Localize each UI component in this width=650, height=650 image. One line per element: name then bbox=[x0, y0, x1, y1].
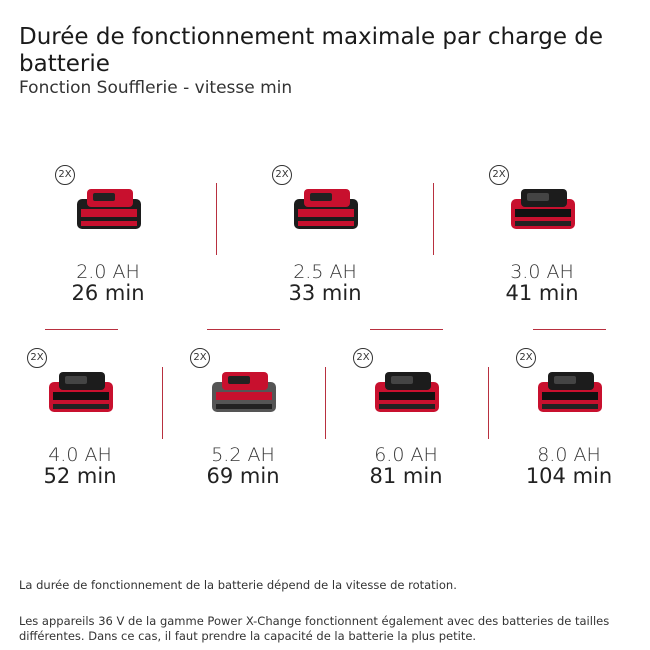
battery-runtime: 26 min bbox=[71, 281, 145, 305]
divider bbox=[45, 329, 118, 330]
note-runtime: La durée de fonctionnement de la batteri… bbox=[19, 578, 457, 592]
divider bbox=[433, 183, 434, 255]
quantity-badge: 2X bbox=[27, 348, 47, 368]
battery-capacity: 8.0 AH bbox=[537, 444, 601, 466]
battery-icon bbox=[534, 368, 606, 416]
battery-runtime: 52 min bbox=[43, 464, 117, 488]
quantity-badge: 2X bbox=[489, 165, 509, 185]
quantity-badge: 2X bbox=[190, 348, 210, 368]
battery-icon bbox=[507, 185, 579, 233]
divider bbox=[325, 367, 326, 439]
battery-runtime: 104 min bbox=[525, 464, 613, 488]
divider bbox=[207, 329, 280, 330]
page-title: Durée de fonctionnement maximale par cha… bbox=[19, 24, 604, 77]
battery-runtime: 33 min bbox=[288, 281, 362, 305]
battery-icon bbox=[371, 368, 443, 416]
quantity-badge: 2X bbox=[516, 348, 536, 368]
battery-capacity: 2.0 AH bbox=[76, 261, 140, 283]
battery-capacity: 5.2 AH bbox=[211, 444, 275, 466]
battery-icon bbox=[73, 185, 145, 233]
quantity-badge: 2X bbox=[353, 348, 373, 368]
battery-icon bbox=[45, 368, 117, 416]
battery-runtime: 69 min bbox=[206, 464, 280, 488]
battery-capacity: 4.0 AH bbox=[48, 444, 112, 466]
battery-icon bbox=[208, 368, 280, 416]
battery-capacity: 6.0 AH bbox=[374, 444, 438, 466]
divider bbox=[370, 329, 443, 330]
quantity-badge: 2X bbox=[55, 165, 75, 185]
battery-runtime: 81 min bbox=[369, 464, 443, 488]
battery-capacity: 3.0 AH bbox=[510, 261, 574, 283]
battery-icon bbox=[290, 185, 362, 233]
note-compatibility: Les appareils 36 V de la gamme Power X-C… bbox=[19, 614, 610, 643]
battery-runtime: 41 min bbox=[505, 281, 579, 305]
page-subtitle: Fonction Soufflerie - vitesse min bbox=[19, 78, 293, 98]
battery-capacity: 2.5 AH bbox=[293, 261, 357, 283]
divider bbox=[162, 367, 163, 439]
quantity-badge: 2X bbox=[272, 165, 292, 185]
divider bbox=[488, 367, 489, 439]
divider bbox=[533, 329, 606, 330]
divider bbox=[216, 183, 217, 255]
